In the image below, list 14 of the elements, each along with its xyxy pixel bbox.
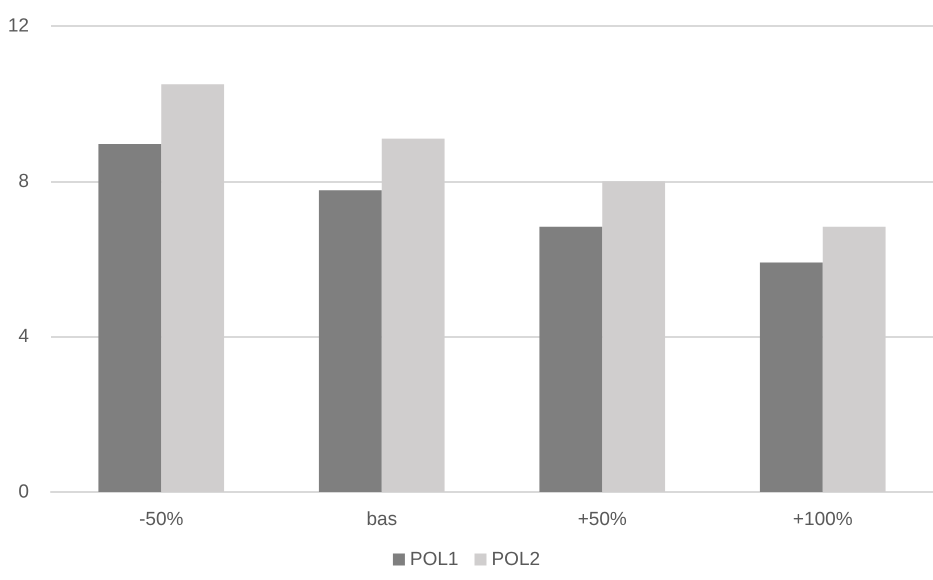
bar [760,262,823,492]
y-tick-label: 8 [18,170,29,192]
legend-label: POL1 [410,549,459,570]
y-tick-label: 12 [8,16,29,36]
y-tick-label: 0 [18,482,29,502]
bar [98,144,162,492]
x-tick-label: +100% [792,509,853,530]
bar [539,226,602,492]
x-tick-label: -50% [139,509,184,530]
y-tick-label: 4 [18,326,30,348]
bar [318,190,382,492]
x-tick-label: bas [366,509,398,530]
x-tick-label: +50% [578,509,627,530]
legend-label: POL2 [492,549,540,570]
